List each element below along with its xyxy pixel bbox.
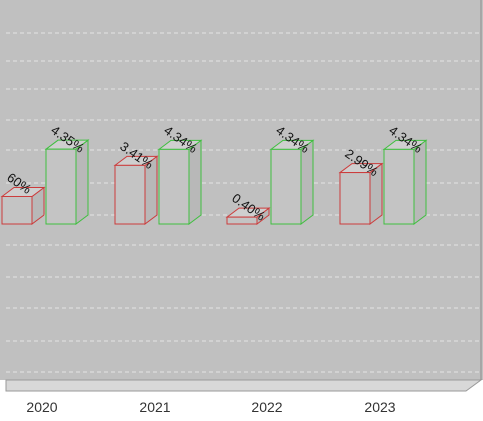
bar-front (383, 148, 415, 225)
x-tick-label: 2022 (251, 399, 282, 415)
bar-front (270, 148, 302, 225)
chart-floor (5, 379, 483, 392)
bar-2021-s1 (157, 139, 203, 225)
bar-front (45, 148, 77, 225)
bar-front (1, 195, 33, 225)
x-tick-label: 2020 (26, 399, 57, 415)
bar-2020-s0 (0, 186, 46, 225)
bar-2022-s1 (269, 139, 315, 225)
bar-2023-s1 (382, 139, 428, 225)
bar-front (114, 164, 146, 225)
bar-front (226, 216, 258, 225)
bar-2021-s0 (113, 155, 159, 225)
x-axis-ticks: 2020 2021 2022 2023 (26, 399, 395, 415)
bar-front (158, 148, 190, 225)
bars-layer (0, 139, 428, 225)
bar-2023-s0 (338, 162, 384, 225)
bar-2022-s0 (225, 207, 271, 225)
x-tick-label: 2021 (139, 399, 170, 415)
bar-front (339, 172, 371, 225)
x-tick-label: 2023 (364, 399, 395, 415)
bar-2020-s1 (44, 139, 90, 225)
